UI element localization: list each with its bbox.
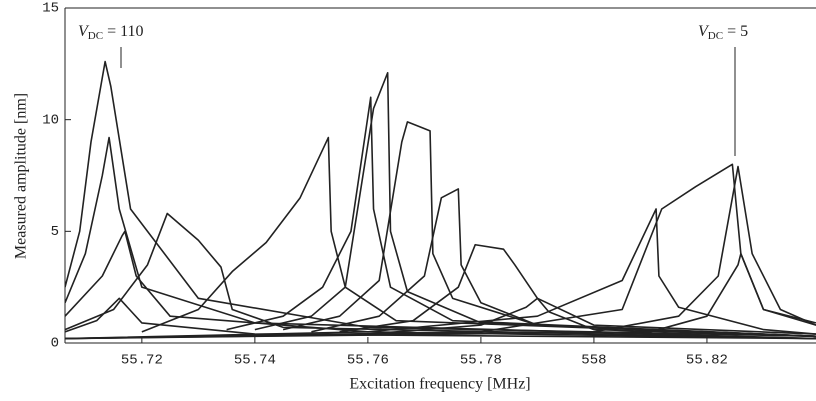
y-tick-label: 0	[51, 336, 59, 352]
annotation-subscript: DC	[708, 30, 723, 42]
annotation-text: = 5	[727, 23, 748, 40]
curve	[65, 208, 816, 340]
curve	[254, 71, 816, 338]
x-tick-label: 55.78	[460, 353, 502, 369]
curve	[65, 136, 816, 340]
annotation: VDC = 5	[698, 23, 748, 42]
y-tick-label: 15	[42, 1, 59, 17]
y-tick-label: 10	[42, 112, 59, 128]
curve	[65, 212, 816, 340]
annotation-symbol: V	[78, 23, 90, 40]
x-tick-label: 558	[581, 353, 606, 369]
x-tick-label: 55.82	[686, 353, 728, 369]
y-tick-label: 5	[51, 224, 59, 240]
annotation-text: = 110	[107, 23, 143, 40]
curve	[65, 163, 816, 340]
curve	[226, 96, 816, 338]
y-axis-label: Measured amplitude [nm]	[13, 93, 30, 259]
curve	[65, 252, 816, 340]
curve	[65, 165, 816, 340]
x-tick-label: 55.76	[347, 353, 389, 369]
x-axis-label: Excitation frequency [MHz]	[349, 376, 530, 393]
curve	[141, 136, 816, 338]
x-tick-label: 55.72	[121, 353, 163, 369]
annotation-subscript: DC	[88, 30, 103, 42]
annotation-symbol: V	[698, 23, 710, 40]
annotation: VDC = 110	[78, 23, 144, 42]
curve	[339, 243, 816, 335]
curves	[65, 60, 816, 340]
curve	[65, 60, 816, 338]
curve	[367, 297, 816, 338]
curve	[282, 121, 816, 338]
x-tick-label: 55.74	[234, 353, 276, 369]
